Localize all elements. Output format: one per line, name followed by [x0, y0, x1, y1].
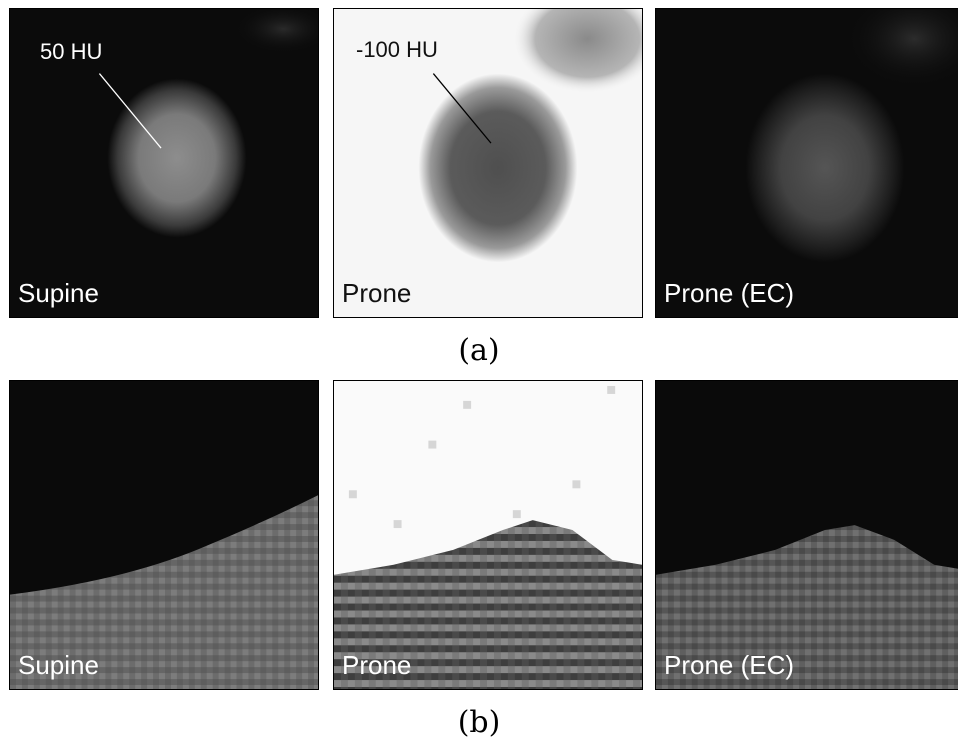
- panel-a-supine: 50 HU Supine: [9, 8, 319, 318]
- annotation-50hu: 50 HU: [40, 39, 103, 64]
- panel-b-prone-ec: Prone (EC): [655, 380, 958, 690]
- panel-label-supine: Supine: [18, 278, 99, 308]
- panel-b-prone: Prone: [333, 380, 643, 690]
- ct-image-b-prone: [334, 381, 642, 689]
- ct-image-a-supine: [10, 9, 318, 317]
- ct-image-a-prone-ec: [656, 9, 958, 317]
- panel-label-prone-ec: Prone (EC): [664, 278, 795, 308]
- panel-label-prone-b: Prone: [342, 650, 412, 680]
- panel-label-supine-b: Supine: [18, 650, 99, 680]
- panel-a-prone-ec: Prone (EC): [655, 8, 958, 318]
- ct-image-a-prone: [334, 9, 642, 317]
- caption-b: (b): [457, 705, 501, 740]
- annotation-minus100hu: -100 HU: [356, 37, 438, 62]
- ct-image-b-supine: [10, 381, 318, 689]
- panel-label-prone: Prone: [342, 278, 412, 308]
- panel-b-supine: Supine: [9, 380, 319, 690]
- caption-a: (a): [458, 333, 500, 368]
- panel-a-prone: -100 HU Prone: [333, 8, 643, 318]
- panel-label-prone-ec-b: Prone (EC): [664, 650, 795, 680]
- ct-image-b-prone-ec: [656, 381, 958, 689]
